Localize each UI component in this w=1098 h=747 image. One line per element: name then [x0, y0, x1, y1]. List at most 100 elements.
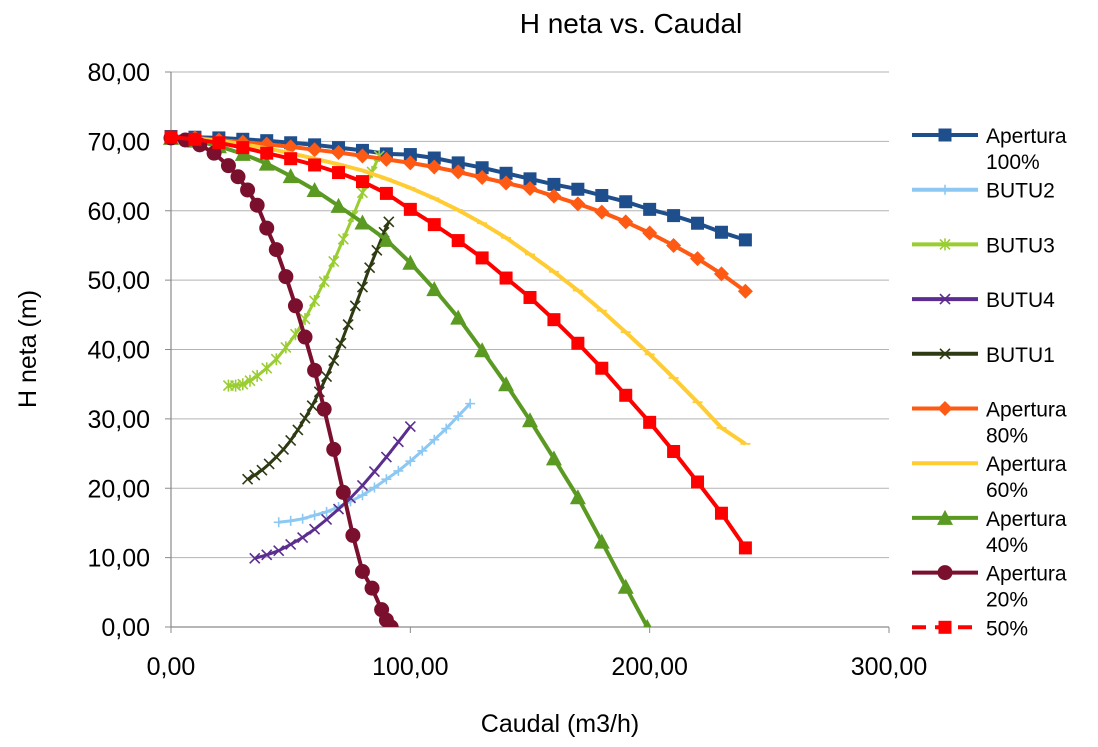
series-point [309, 510, 320, 521]
legend-label: 60% [986, 479, 1028, 502]
series-line [246, 221, 391, 481]
legend-item: Apertura 100% [912, 125, 1067, 174]
series-point [474, 169, 490, 185]
legend-label: Apertura [986, 399, 1067, 422]
series-point [402, 155, 418, 171]
series-point [357, 490, 368, 501]
axes [165, 71, 890, 633]
x-tick-label: 100,00 [372, 653, 448, 681]
series-point [285, 538, 297, 551]
series-1 [273, 398, 476, 528]
series-point [273, 517, 284, 528]
series-point [356, 186, 369, 199]
series-point [426, 159, 442, 175]
series-point [404, 420, 416, 433]
series-point [297, 329, 313, 345]
y-tick-label: 10,00 [87, 545, 150, 573]
series-point [417, 445, 428, 456]
series-point [188, 132, 202, 146]
series-point [251, 369, 263, 382]
series-point [230, 169, 246, 185]
series-point [523, 290, 537, 304]
legend-marker [938, 620, 952, 634]
y-tick-labels: 0,00 10,00 20,00 30,00 40,00 50,00 60,00 70,00 8… [87, 59, 150, 642]
series-point [371, 244, 383, 256]
series-8 [163, 130, 399, 627]
legend-label: Apertura [986, 453, 1067, 476]
series-point [547, 313, 561, 327]
series-point [292, 424, 304, 436]
series-point [393, 465, 404, 476]
series-point [738, 541, 752, 555]
series-point [354, 148, 370, 164]
y-tick-label: 50,00 [87, 267, 150, 295]
legend-label: BUTU3 [986, 234, 1055, 257]
series-point [450, 164, 466, 180]
series-point [427, 151, 441, 165]
legend-item: 50% [912, 617, 1028, 640]
series-point [403, 202, 417, 216]
legend-item: BUTU4 [912, 289, 1055, 312]
series-point [337, 233, 349, 246]
series-9 [164, 130, 752, 555]
series-point [369, 482, 380, 493]
legend-label: 80% [986, 425, 1028, 448]
series-point [258, 155, 275, 171]
series-point [713, 266, 729, 282]
chart-title: H neta vs. Caudal [520, 8, 743, 39]
series-point [427, 218, 441, 232]
series-point [282, 168, 299, 184]
series-point [403, 148, 417, 162]
legend-item: Apertura 40% [912, 508, 1067, 557]
series-point [378, 231, 395, 247]
series-point [335, 337, 347, 349]
series-point [206, 145, 222, 161]
legend-label: 20% [986, 589, 1028, 612]
series-point [429, 434, 440, 445]
series-point [522, 181, 538, 197]
series-point [261, 549, 273, 561]
y-tick-label: 70,00 [87, 128, 150, 156]
legend-marker [939, 348, 951, 360]
series-point [642, 225, 658, 241]
legend-marker [937, 565, 953, 581]
series-point [280, 341, 292, 354]
series-point [545, 450, 562, 466]
series-point [595, 188, 609, 202]
series-point [571, 182, 585, 196]
x-axis-label: Caudal (m3/h) [481, 710, 639, 738]
series-point [297, 513, 308, 524]
series-point [249, 197, 265, 213]
y-tick-label: 80,00 [87, 59, 150, 87]
series-point [450, 309, 467, 325]
series-point [714, 506, 728, 520]
series-point [475, 161, 489, 175]
legend: Apertura 100% BUTU2 BUTU3 BUTU4 BUTU1 Apertura… [912, 125, 1067, 640]
series-point [355, 175, 369, 189]
series-point [619, 388, 633, 402]
x-tick-label: 300,00 [851, 653, 927, 681]
series-point [691, 216, 705, 230]
series-point [667, 209, 681, 223]
legend-label: Apertura [986, 563, 1067, 586]
series-point [356, 281, 369, 293]
legend-label: Apertura [986, 508, 1067, 531]
x-tick-labels: 0,00 100,00 200,00 300,00 [147, 653, 928, 681]
series-point [619, 195, 633, 209]
series-point [356, 479, 369, 492]
legend-item: Apertura 60% [912, 453, 1067, 502]
series-point [368, 466, 380, 478]
legend-item: BUTU1 [912, 344, 1055, 367]
series-line [170, 135, 747, 446]
series-point [284, 152, 298, 166]
series-point [364, 262, 376, 274]
series-point [498, 175, 514, 191]
series-point [571, 336, 585, 350]
series-point [212, 136, 226, 150]
series-point [426, 281, 443, 297]
series-point [498, 376, 515, 392]
series-point [453, 411, 464, 422]
series-point [285, 434, 297, 446]
series-point [595, 361, 609, 375]
series-point [342, 318, 354, 331]
